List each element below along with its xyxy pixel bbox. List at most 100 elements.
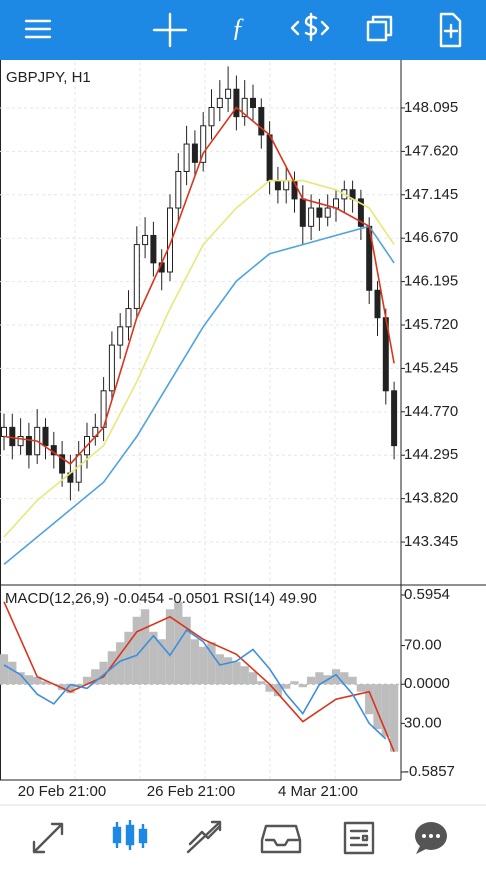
candle-body bbox=[308, 207, 315, 227]
toolbar bbox=[0, 0, 486, 60]
candle-body bbox=[233, 88, 240, 118]
candle-body bbox=[225, 88, 232, 99]
histogram-bar bbox=[157, 639, 166, 685]
y-tick-label: 148.095 bbox=[404, 99, 458, 116]
histogram-bar bbox=[190, 639, 200, 685]
y-tick-label: 147.620 bbox=[404, 142, 458, 159]
histogram-bar bbox=[24, 675, 34, 685]
histogram-bar bbox=[248, 672, 258, 685]
x-tick-label: 26 Feb 21:00 bbox=[147, 783, 235, 800]
histogram-bar bbox=[232, 661, 241, 685]
y-tick-label: 146.670 bbox=[404, 229, 458, 246]
candle-body bbox=[391, 390, 398, 447]
histogram-bar bbox=[273, 684, 283, 697]
indicator-line bbox=[3, 628, 387, 740]
candle-body bbox=[274, 180, 281, 191]
y-tick-label: -0.5857 bbox=[404, 763, 455, 780]
histogram-bar bbox=[265, 684, 274, 692]
moving-average bbox=[3, 106, 395, 465]
crosshair-button[interactable] bbox=[152, 12, 188, 48]
y-tick-label: 143.345 bbox=[404, 533, 458, 550]
chart-area: 148.095 147.620 147.145 146.670 146.195 145.7… bbox=[0, 60, 486, 800]
histogram-bar bbox=[257, 681, 266, 685]
candle-body bbox=[150, 234, 157, 264]
moving-average bbox=[3, 179, 395, 538]
nav-chart[interactable] bbox=[112, 820, 148, 850]
histogram-bar bbox=[223, 657, 233, 685]
candle-body bbox=[283, 180, 290, 191]
candle-body bbox=[125, 308, 132, 328]
histogram-bar bbox=[16, 672, 25, 685]
candle-body bbox=[59, 454, 66, 474]
histogram-bar bbox=[282, 684, 291, 689]
histogram-bar bbox=[356, 684, 366, 692]
histogram-bar bbox=[82, 676, 92, 685]
y-tick-label: 30.00 bbox=[404, 714, 442, 731]
y-tick-label: 0.0000 bbox=[404, 675, 450, 692]
histogram-bar bbox=[91, 669, 100, 685]
histogram-bar bbox=[132, 616, 141, 685]
histogram-bar bbox=[182, 616, 191, 685]
x-tick-label: 20 Feb 21:00 bbox=[18, 783, 106, 800]
histogram-bar bbox=[149, 631, 158, 685]
candle-body bbox=[200, 125, 207, 163]
histogram-bar bbox=[306, 676, 316, 685]
candle-body bbox=[108, 344, 115, 392]
y-tick-label: 145.720 bbox=[404, 316, 458, 333]
new-order-button[interactable] bbox=[439, 12, 462, 48]
histogram-bar bbox=[207, 642, 216, 685]
candle-body bbox=[17, 435, 24, 447]
histogram-bar bbox=[373, 684, 382, 730]
nav-chat[interactable] bbox=[415, 822, 447, 854]
candle-body bbox=[250, 97, 256, 109]
histogram-bar bbox=[116, 642, 125, 685]
y-tick-label: 147.145 bbox=[404, 186, 458, 203]
candle-body bbox=[299, 198, 306, 227]
y-tick-label: 0.5954 bbox=[404, 586, 450, 603]
candle-body bbox=[374, 289, 381, 319]
histogram-bar bbox=[165, 609, 175, 685]
menu-button[interactable] bbox=[24, 19, 52, 39]
y-tick-label: 144.770 bbox=[404, 403, 458, 420]
histogram-bar bbox=[66, 684, 75, 694]
indicator-line bbox=[3, 601, 395, 753]
candle-body bbox=[142, 234, 149, 246]
histogram-bar bbox=[199, 646, 208, 685]
trade-button[interactable] bbox=[290, 12, 330, 42]
y-tick-label: 145.245 bbox=[404, 359, 458, 376]
histogram-bar bbox=[0, 654, 9, 685]
nav-quotes[interactable] bbox=[32, 822, 64, 854]
candle-body bbox=[42, 426, 49, 447]
histogram-bar bbox=[389, 684, 399, 752]
candle-body bbox=[208, 107, 215, 127]
histogram-bar bbox=[315, 672, 324, 685]
candle-body bbox=[1, 426, 7, 437]
candle-body bbox=[191, 143, 198, 163]
candle-body bbox=[9, 426, 16, 447]
histogram-bar bbox=[381, 684, 390, 737]
histogram-bar bbox=[8, 661, 17, 685]
candle-body bbox=[133, 244, 140, 310]
indicators-button[interactable]: ƒ bbox=[232, 13, 245, 42]
histogram-bar bbox=[215, 654, 224, 685]
candle-body bbox=[357, 198, 364, 227]
candle-body bbox=[333, 198, 339, 209]
chart-2-title: MACD(12,26,9) -0.0454 -0.0501 RSI(14) 49… bbox=[5, 590, 317, 607]
y-tick-label: 70.00 bbox=[404, 637, 442, 654]
candle-body bbox=[183, 143, 190, 172]
x-tick-label: 4 Mar 21:00 bbox=[278, 783, 358, 800]
nav-trade[interactable] bbox=[186, 820, 222, 854]
candle-body bbox=[316, 207, 323, 218]
nav-news[interactable] bbox=[343, 821, 375, 855]
histogram-bar bbox=[365, 684, 374, 715]
candle-body bbox=[324, 207, 331, 218]
svg-text:ƒ: ƒ bbox=[232, 13, 245, 42]
y-tick-label: 146.195 bbox=[404, 273, 458, 290]
histogram-bar bbox=[290, 681, 299, 685]
histogram-bar bbox=[348, 676, 357, 685]
histogram-bar bbox=[99, 661, 108, 685]
candle-body bbox=[266, 134, 273, 182]
nav-history[interactable] bbox=[260, 824, 302, 854]
candle-body bbox=[25, 435, 32, 456]
windows-button[interactable] bbox=[366, 15, 393, 42]
